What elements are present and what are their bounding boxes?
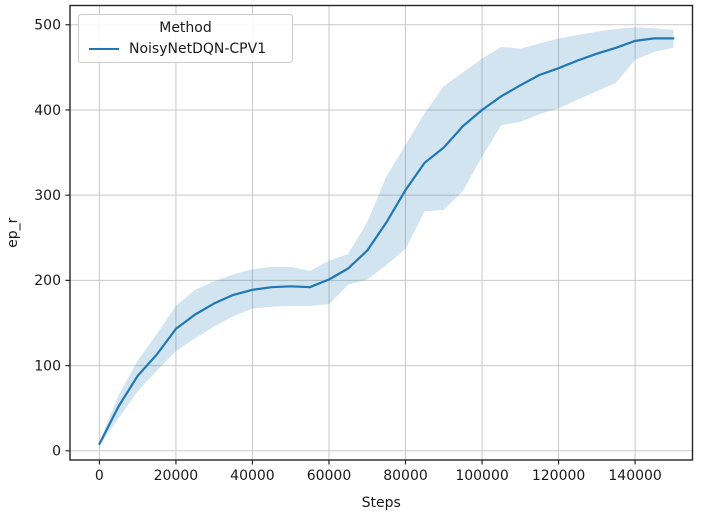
x-tick-label: 20000 [154,468,199,484]
legend: Method NoisyNetDQN-CPV1 [78,14,293,63]
x-tick-label: 60000 [307,468,352,484]
plot-border [69,4,694,461]
x-tick-label: 140000 [608,468,661,484]
legend-title: Method [159,20,212,36]
x-tick-label: 0 [95,468,104,484]
x-axis-label: Steps [362,495,401,511]
y-tick-label: 200 [34,273,61,289]
x-tick-label: 120000 [532,468,585,484]
y-axis-label: ep_r [5,217,21,248]
y-tick-label: 400 [34,103,61,119]
x-tick-label: 40000 [230,468,275,484]
x-tick-label: 100000 [455,468,508,484]
x-tick-label: 80000 [383,468,428,484]
legend-line-sample-icon [89,48,119,50]
legend-entry-label: NoisyNetDQN-CPV1 [129,41,267,57]
y-tick-label: 100 [34,358,61,374]
y-tick-label: 0 [52,444,61,460]
y-tick-label: 300 [34,188,61,204]
legend-entry: NoisyNetDQN-CPV1 [79,38,292,60]
confidence-band [99,27,674,446]
y-tick-label: 500 [34,18,61,34]
mean-line [98,37,675,446]
